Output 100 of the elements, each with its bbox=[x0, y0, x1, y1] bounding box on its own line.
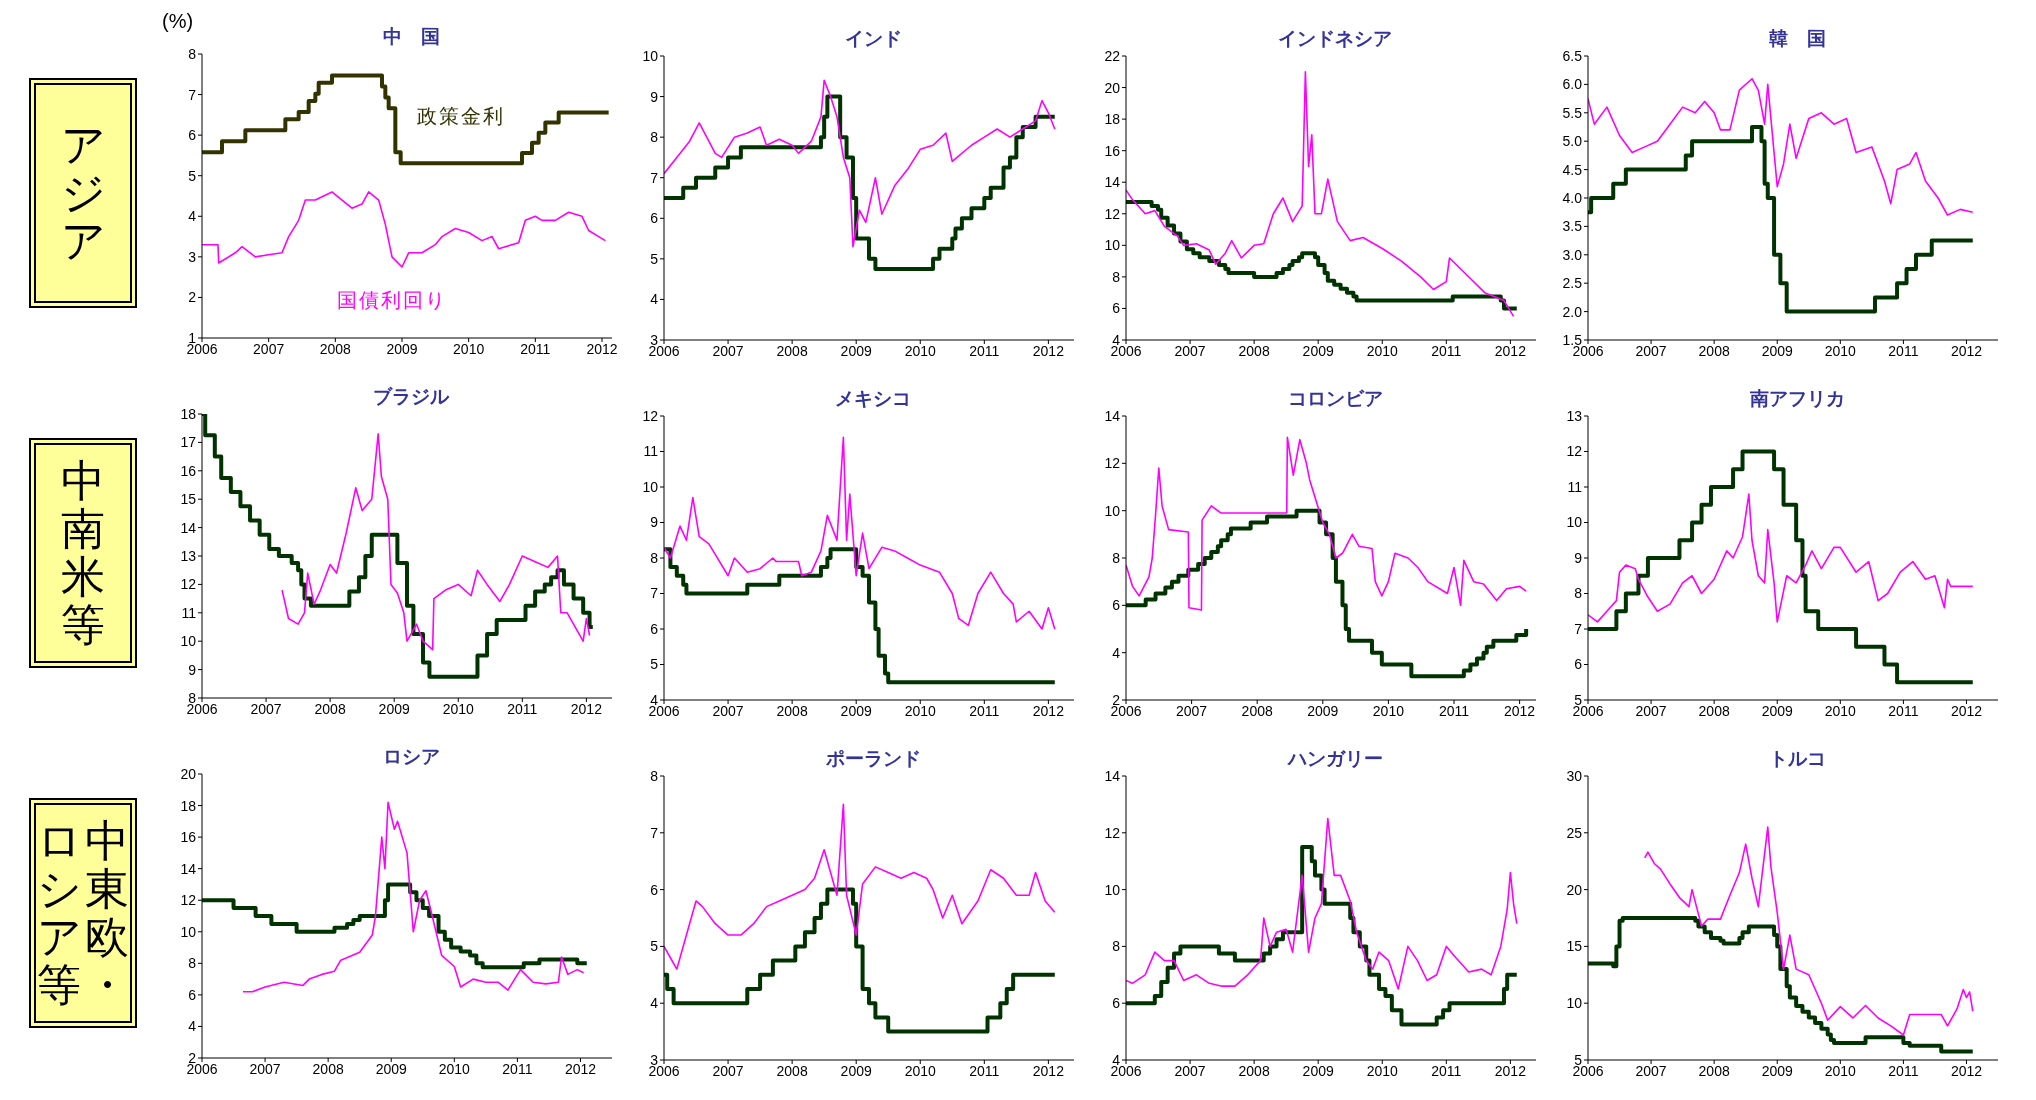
x-tick-label: 2011 bbox=[1431, 1062, 1462, 1079]
chart-title: ロシア bbox=[381, 745, 441, 769]
x-tick-label: 2007 bbox=[1635, 342, 1667, 359]
y-tick-label: 8 bbox=[188, 45, 197, 62]
x-tick-label: 2008 bbox=[1698, 342, 1730, 359]
x-tick-label: 2011 bbox=[969, 342, 1000, 359]
y-tick-label: 3 bbox=[188, 248, 197, 265]
line-series bbox=[281, 433, 591, 651]
x-tick-label: 2008 bbox=[1238, 342, 1270, 359]
x-tick-label: 2011 bbox=[969, 1062, 1000, 1079]
x-tick-label: 2012 bbox=[1950, 342, 1983, 359]
chart-title: インド bbox=[843, 27, 903, 51]
x-tick-label: 2008 bbox=[312, 1060, 344, 1077]
chart-title: ハンガリー bbox=[1286, 747, 1384, 771]
y-tick-label: 4 bbox=[1112, 644, 1121, 661]
y-tick-label: 5 bbox=[650, 250, 659, 267]
x-tick-label: 2008 bbox=[1698, 1062, 1730, 1079]
y-tick-label: 11 bbox=[1567, 478, 1583, 495]
x-tick-label: 2008 bbox=[1698, 702, 1730, 719]
line-series bbox=[1643, 826, 1974, 1036]
y-tick-label: 7 bbox=[188, 86, 197, 103]
y-tick-label: 5 bbox=[650, 938, 659, 955]
y-tick-label: 9 bbox=[1574, 549, 1583, 566]
y-tick-label: 10 bbox=[180, 633, 197, 650]
x-tick-label: 2012 bbox=[1950, 1062, 1983, 1079]
chart-title: ブラジル bbox=[372, 385, 450, 409]
x-tick-label: 2007 bbox=[1174, 1062, 1206, 1079]
x-tick-label: 2007 bbox=[1176, 702, 1208, 719]
x-tick-label: 2007 bbox=[1174, 342, 1206, 359]
y-tick-label: 8 bbox=[650, 767, 659, 784]
y-tick-label: 14 bbox=[180, 519, 197, 536]
x-tick-label: 2012 bbox=[1494, 1062, 1527, 1079]
y-tick-label: 22 bbox=[1104, 47, 1121, 64]
y-tick-label: 6 bbox=[1112, 995, 1121, 1012]
y-tick-label: 8 bbox=[650, 129, 659, 146]
y-tick-label: 20 bbox=[1566, 881, 1583, 898]
y-tick-label: 9 bbox=[650, 88, 659, 105]
line-series bbox=[664, 803, 1056, 970]
x-tick-label: 2011 bbox=[1888, 1062, 1919, 1079]
y-tick-label: 7 bbox=[650, 824, 659, 841]
y-tick-label: 5.0 bbox=[1562, 133, 1583, 150]
y-tick-label: 6 bbox=[650, 881, 659, 898]
x-tick-label: 2012 bbox=[1032, 342, 1065, 359]
y-tick-label: 12 bbox=[180, 576, 197, 593]
y-tick-label: 16 bbox=[180, 462, 197, 479]
y-tick-label: 11 bbox=[181, 604, 197, 621]
y-tick-label: 4 bbox=[650, 995, 659, 1012]
y-tick-label: 8 bbox=[1112, 549, 1121, 566]
x-tick-label: 2011 bbox=[1888, 342, 1919, 359]
x-tick-label: 2010 bbox=[904, 702, 937, 719]
x-tick-label: 2010 bbox=[438, 1060, 471, 1077]
label-panel: 中東欧・ロシア等 bbox=[29, 798, 137, 1028]
x-tick-label: 2010 bbox=[453, 340, 485, 357]
line-series bbox=[242, 801, 585, 993]
y-tick-label: 6 bbox=[188, 986, 197, 1003]
x-tick-label: 2012 bbox=[570, 700, 603, 717]
y-tick-label: 6 bbox=[188, 127, 197, 144]
line-series bbox=[664, 436, 1056, 630]
y-tick-label: 4 bbox=[188, 1018, 197, 1035]
y-tick-label: 15 bbox=[1566, 938, 1583, 955]
line-series bbox=[1126, 817, 1518, 990]
y-tick-label: 8 bbox=[1112, 268, 1121, 285]
chart-title: コロンビア bbox=[1286, 387, 1384, 411]
x-tick-label: 2009 bbox=[840, 342, 872, 359]
x-tick-label: 2010 bbox=[442, 700, 475, 717]
y-tick-label: 2.0 bbox=[1562, 303, 1583, 320]
y-tick-label: 4 bbox=[650, 291, 659, 308]
x-tick-label: 2009 bbox=[375, 1060, 408, 1077]
line-series bbox=[1126, 436, 1527, 611]
y-tick-label: 7 bbox=[650, 169, 659, 186]
y-tick-label: 14 bbox=[180, 860, 197, 877]
y-tick-label: 15 bbox=[180, 491, 197, 508]
y-tick-label: 16 bbox=[180, 829, 197, 846]
line-series bbox=[1126, 70, 1515, 318]
y-tick-label: 10 bbox=[642, 47, 659, 64]
x-tick-label: 2011 bbox=[969, 702, 1000, 719]
x-tick-label: 2010 bbox=[904, 1062, 937, 1079]
x-tick-label: 2012 bbox=[564, 1060, 597, 1077]
y-tick-label: 12 bbox=[180, 892, 197, 909]
y-tick-label: 5 bbox=[650, 656, 659, 673]
y-tick-label: 9 bbox=[188, 661, 197, 678]
x-tick-label: 2009 bbox=[1302, 1062, 1334, 1079]
y-tick-label: 5 bbox=[188, 167, 197, 184]
x-tick-label: 2009 bbox=[1307, 702, 1339, 719]
y-tick-label: 7 bbox=[650, 585, 659, 602]
line-series bbox=[202, 191, 607, 268]
x-tick-label: 2008 bbox=[776, 1062, 808, 1079]
chart-title: ポーランド bbox=[824, 747, 922, 771]
y-tick-label: 17 bbox=[180, 434, 197, 451]
y-tick-label: 12 bbox=[1104, 824, 1121, 841]
x-tick-label: 2007 bbox=[250, 700, 282, 717]
x-tick-label: 2008 bbox=[776, 702, 808, 719]
y-tick-label: 30 bbox=[1566, 767, 1583, 784]
y-tick-label: 20 bbox=[1104, 79, 1121, 96]
y-tick-label: 6 bbox=[650, 620, 659, 637]
y-tick-label: 12 bbox=[1566, 443, 1583, 460]
y-tick-label: 20 bbox=[180, 765, 197, 782]
x-tick-label: 2012 bbox=[1032, 1062, 1065, 1079]
x-tick-label: 2010 bbox=[1366, 342, 1399, 359]
x-tick-label: 2011 bbox=[502, 1060, 533, 1077]
